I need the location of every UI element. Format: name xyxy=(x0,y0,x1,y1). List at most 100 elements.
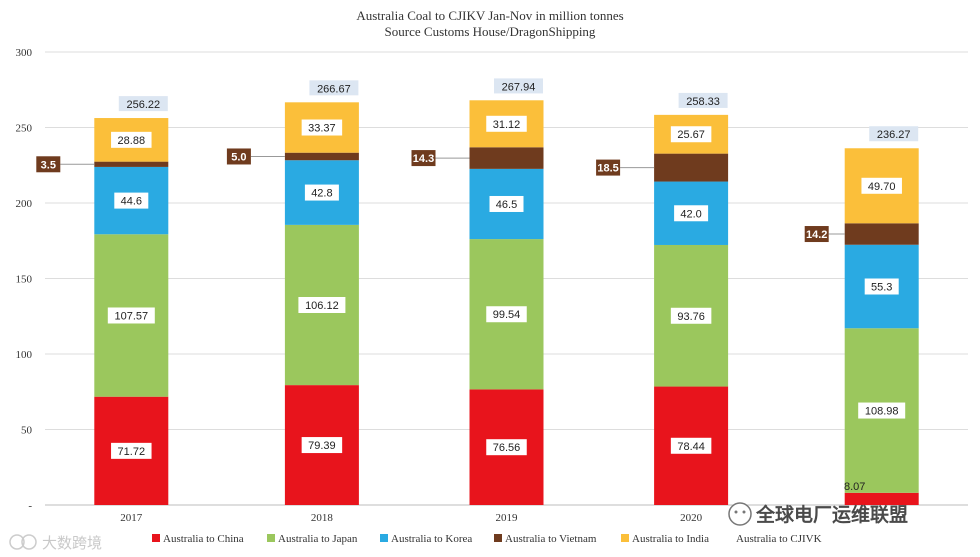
legend-label: Australia to Vietnam xyxy=(505,533,597,545)
data-label-box xyxy=(111,442,152,459)
data-label-box xyxy=(670,126,712,143)
legend-label: Australia to Korea xyxy=(391,533,472,545)
total-label-box xyxy=(309,80,359,96)
bar-segment-australia-to-china xyxy=(844,492,919,505)
total-label: 236.27 xyxy=(877,129,911,141)
data-label: 5.0 xyxy=(231,151,246,163)
y-tick-label: 300 xyxy=(16,47,33,59)
data-label-box xyxy=(864,278,899,295)
data-label: 28.88 xyxy=(118,135,146,147)
total-label-box xyxy=(869,126,919,142)
data-label-box xyxy=(486,115,527,132)
legend-swatch xyxy=(267,534,275,542)
legend-label: Australia to CJIVK xyxy=(736,533,822,545)
data-label: 31.12 xyxy=(493,119,521,131)
data-label: 14.2 xyxy=(806,229,827,241)
data-labels: 71.72 107.57 44.6 3.5 28.88 256.22 79.39 106.12… xyxy=(36,78,919,493)
data-label-box xyxy=(301,437,343,454)
data-label-box xyxy=(670,307,712,324)
y-tick-label: 150 xyxy=(16,274,33,286)
data-label-box xyxy=(804,226,829,243)
data-label: 76.56 xyxy=(493,442,521,454)
total-label: 258.33 xyxy=(686,96,720,108)
data-label-box xyxy=(304,184,339,201)
x-tick-label: 2020 xyxy=(680,512,703,524)
data-label: 42.8 xyxy=(311,188,332,200)
total-label-box xyxy=(494,78,543,94)
data-label: 14.3 xyxy=(413,153,434,165)
legend-swatch xyxy=(380,534,388,542)
legend-label: Australia to Japan xyxy=(278,533,358,545)
data-label-box xyxy=(36,156,61,173)
wechat-icon-eye-right xyxy=(742,510,746,514)
data-label: 93.76 xyxy=(677,311,705,323)
data-label: 108.98 xyxy=(865,406,899,418)
wechat-icon-eye-left xyxy=(734,510,738,514)
total-label: 256.22 xyxy=(126,99,160,111)
data-label: 55.3 xyxy=(871,282,892,294)
data-label: 71.72 xyxy=(118,446,146,458)
watermark-logo-icon xyxy=(9,534,25,550)
x-tick-label: 2018 xyxy=(311,512,334,524)
data-label-box xyxy=(114,192,149,209)
data-label-box xyxy=(858,402,906,419)
data-label-box xyxy=(111,131,152,148)
watermark-left-text: 大数跨境 xyxy=(42,534,102,552)
legend: Australia to China Australia to Japan Aust… xyxy=(152,533,822,545)
data-label: 99.54 xyxy=(493,309,521,321)
total-label-box xyxy=(678,92,728,108)
y-tick-label: 250 xyxy=(16,123,33,135)
data-label-box xyxy=(298,297,346,314)
y-tick-label: 100 xyxy=(16,349,33,361)
bar-segment-australia-to-vietnam xyxy=(284,152,359,161)
legend-swatch xyxy=(152,534,160,542)
total-label: 266.67 xyxy=(317,83,351,95)
data-label-box xyxy=(301,119,343,136)
chart-subtitle: Source Customs House/DragonShipping xyxy=(385,24,596,39)
data-label: 42.0 xyxy=(680,208,701,220)
y-tick-label: - xyxy=(28,500,32,512)
total-label: 267.94 xyxy=(502,81,536,93)
data-label: 44.6 xyxy=(121,196,142,208)
data-label: 107.57 xyxy=(114,310,148,322)
data-label: 33.37 xyxy=(308,123,336,135)
y-tick-label: 50 xyxy=(21,425,33,437)
y-axis: - 50 100 150 200 250 300 xyxy=(16,47,33,512)
bar-segment-australia-to-vietnam xyxy=(469,147,544,169)
data-label-box xyxy=(486,306,527,323)
data-label-box xyxy=(486,439,527,456)
legend-swatch xyxy=(621,534,629,542)
data-label: 106.12 xyxy=(305,300,339,312)
total-label-box xyxy=(118,96,168,112)
data-label: 3.5 xyxy=(41,159,56,171)
data-label-box xyxy=(670,437,712,454)
watermark-logo-icon-2 xyxy=(21,534,37,550)
data-label-box xyxy=(489,195,524,212)
data-label: 46.5 xyxy=(496,199,517,211)
data-label-box xyxy=(596,159,621,176)
data-label: 25.67 xyxy=(677,129,705,141)
bar-segment-australia-to-vietnam xyxy=(654,153,729,182)
chart-title: Australia Coal to CJIKV Jan-Nov in milli… xyxy=(356,8,623,23)
x-tick-label: 2019 xyxy=(496,512,519,524)
legend-swatch xyxy=(494,534,502,542)
data-label-box xyxy=(411,150,436,167)
watermark-right-text: 全球电厂运维联盟 xyxy=(755,503,908,526)
data-label: 49.70 xyxy=(868,181,896,193)
bar-segment-australia-to-vietnam xyxy=(94,161,169,167)
watermark-left: 大数跨境 xyxy=(9,534,102,552)
x-tick-label: 2017 xyxy=(120,512,143,524)
data-label-box xyxy=(107,307,155,324)
legend-label: Australia to China xyxy=(163,533,244,545)
watermark-right: 全球电厂运维联盟 xyxy=(728,502,908,526)
data-label: 79.39 xyxy=(308,440,336,452)
data-label: 18.5 xyxy=(597,163,618,175)
data-label: 8.07 xyxy=(844,481,865,493)
data-label-box xyxy=(674,205,709,222)
data-label-box xyxy=(861,177,902,194)
legend-label: Australia to India xyxy=(632,533,709,545)
data-label: 78.44 xyxy=(677,441,705,453)
wechat-icon xyxy=(728,502,752,526)
x-axis: 2017 2018 2019 2020 xyxy=(120,512,702,524)
